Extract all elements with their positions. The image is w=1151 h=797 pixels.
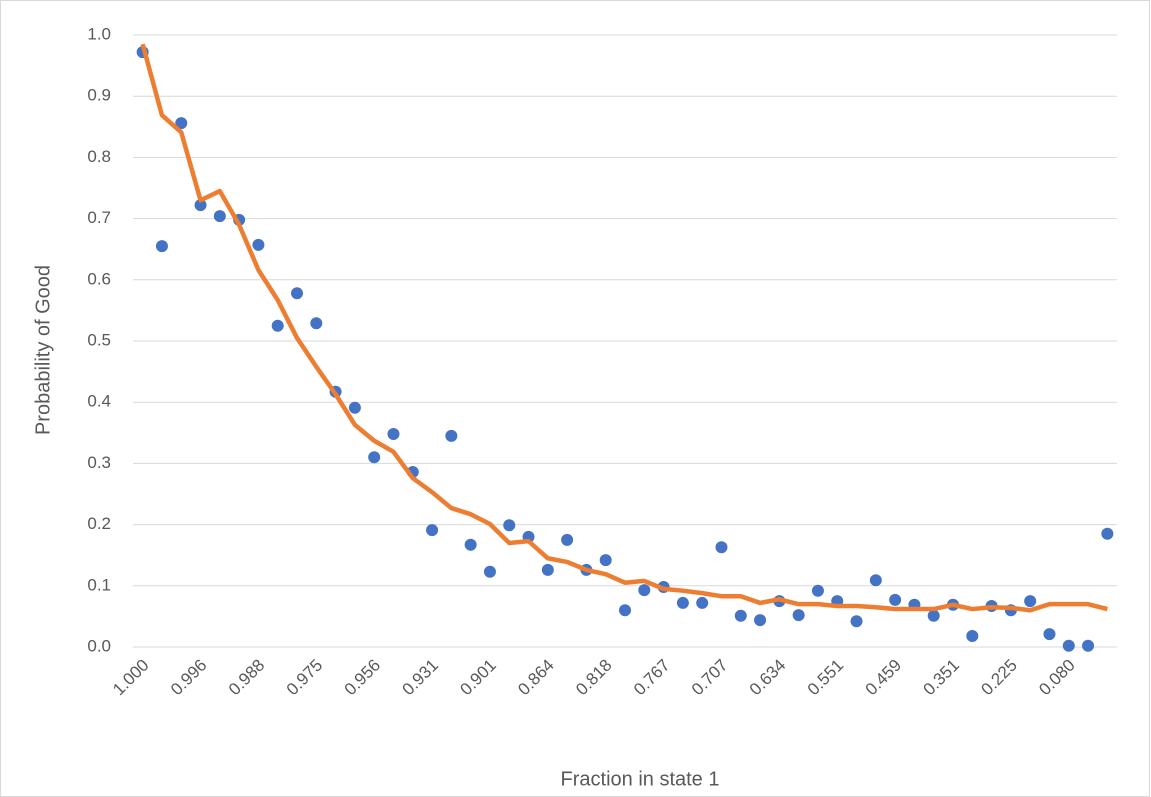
scatter-point bbox=[1062, 639, 1075, 652]
scatter-point bbox=[734, 609, 747, 622]
scatter-point bbox=[483, 565, 496, 578]
scatter-point bbox=[503, 519, 516, 532]
y-tick-label: 0.2 bbox=[87, 514, 111, 533]
scatter-point bbox=[561, 533, 574, 546]
scatter-point bbox=[850, 615, 863, 628]
scatter-point bbox=[155, 240, 168, 253]
scatter-point bbox=[175, 117, 188, 130]
scatter-point bbox=[1043, 628, 1056, 641]
scatter-point bbox=[638, 584, 651, 597]
scatter-point bbox=[213, 210, 226, 223]
scatter-point bbox=[445, 429, 458, 442]
scatter-point bbox=[811, 584, 824, 597]
scatter-point bbox=[368, 451, 381, 464]
scatter-point bbox=[619, 604, 631, 617]
x-axis-label: Fraction in state 1 bbox=[561, 768, 720, 790]
y-tick-label: 0.7 bbox=[87, 208, 111, 227]
scatter-point bbox=[291, 287, 303, 300]
y-tick-label: 0.3 bbox=[87, 453, 111, 472]
scatter-point bbox=[271, 319, 284, 332]
scatter-point bbox=[387, 428, 400, 441]
scatter-point bbox=[464, 538, 477, 551]
y-tick-label: 0.6 bbox=[87, 269, 111, 288]
scatter-point bbox=[348, 401, 361, 414]
scatter-point bbox=[696, 596, 709, 609]
scatter-point bbox=[927, 609, 940, 622]
scatter-point bbox=[1101, 527, 1114, 540]
scatter-point bbox=[541, 563, 554, 576]
scatter-point bbox=[792, 609, 805, 622]
y-tick-label: 0.1 bbox=[87, 575, 111, 594]
scatter-point bbox=[715, 541, 728, 554]
y-tick-label: 0.0 bbox=[87, 636, 111, 655]
scatter-point bbox=[310, 317, 323, 330]
scatter-point bbox=[252, 238, 265, 251]
scatter-point bbox=[869, 574, 882, 587]
y-axis-label: Probability of Good bbox=[32, 265, 54, 435]
scatter-point bbox=[676, 596, 689, 609]
scatter-point bbox=[426, 524, 439, 537]
scatter-point bbox=[889, 593, 902, 606]
scatter-point bbox=[1082, 639, 1095, 652]
y-tick-label: 0.4 bbox=[87, 392, 111, 411]
scatter-point bbox=[754, 614, 767, 627]
y-tick-label: 0.8 bbox=[87, 147, 111, 166]
scatter-point bbox=[599, 554, 612, 567]
y-tick-label: 1.0 bbox=[87, 24, 111, 43]
y-tick-label: 0.9 bbox=[87, 86, 111, 105]
scatter-point bbox=[1024, 595, 1037, 608]
scatter-point bbox=[966, 629, 979, 642]
line-series bbox=[140, 43, 1108, 613]
scatter-point bbox=[194, 199, 207, 212]
y-tick-label: 0.5 bbox=[87, 330, 111, 349]
